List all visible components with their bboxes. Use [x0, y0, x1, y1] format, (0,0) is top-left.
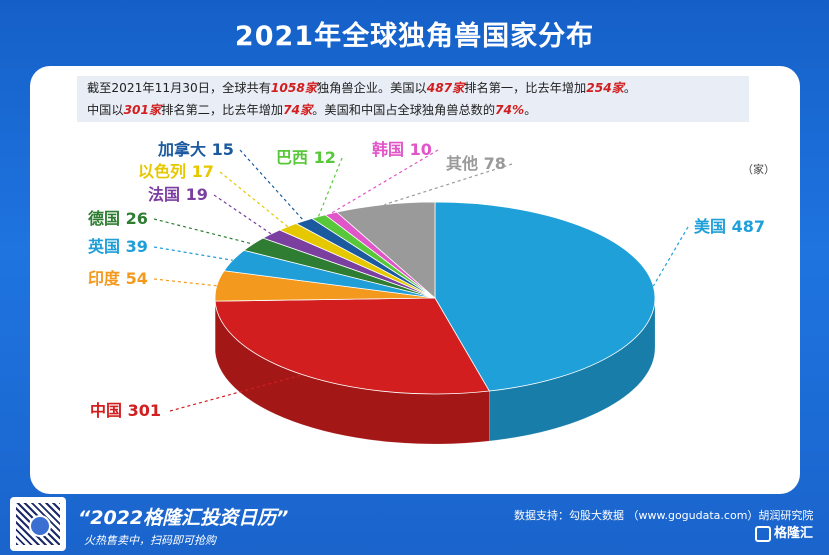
qr-code[interactable]	[10, 497, 66, 551]
leader-line-加拿大	[239, 149, 305, 222]
slice-label-巴西: 巴西 12	[276, 148, 336, 167]
leader-line-美国	[652, 226, 689, 287]
note-text: 截至2021年11月30日，全球共有	[87, 81, 271, 95]
slice-label-法国: 法国 19	[148, 185, 208, 204]
pie-slice-美国	[434, 201, 656, 392]
unit-label: （家）	[742, 163, 775, 176]
slice-label-英国: 英国 39	[87, 237, 148, 256]
brand-logo-text: 格隆汇	[774, 526, 814, 541]
slice-label-中国: 中国 301	[90, 401, 161, 420]
leader-line-巴西	[317, 157, 343, 217]
page-title: 2021年全球独角兽国家分布	[234, 21, 595, 52]
leader-line-法国	[213, 194, 272, 235]
brand-logo-icon	[755, 525, 771, 542]
note-highlight: 74%	[495, 103, 525, 117]
leader-line-中国	[169, 374, 304, 412]
note-highlight: 301家	[123, 103, 162, 117]
note-text: 排名第一，比去年增加	[464, 81, 587, 95]
brand-logo: 格隆汇	[755, 522, 813, 542]
slice-label-韩国: 韩国 10	[372, 140, 432, 159]
pie-slice-中国	[214, 297, 490, 395]
data-source: 数据支持：勾股大数据 （www.gogudata.com）胡润研究院	[514, 509, 814, 522]
leader-line-以色列	[219, 171, 289, 228]
note-highlight: 74家	[283, 103, 313, 117]
qr-logo-icon	[29, 515, 51, 537]
note-line-2: 中国以301家排名第二，比去年增加74家。美国和中国占全球独角兽总数的74%。	[87, 99, 739, 121]
summary-note: 截至2021年11月30日，全球共有1058家独角兽企业。美国以487家排名第一…	[77, 76, 749, 122]
note-text: 。	[623, 81, 637, 95]
note-highlight: 487家	[426, 81, 465, 95]
note-highlight: 1058家	[270, 81, 318, 95]
chart-panel: 截至2021年11月30日，全球共有1058家独角兽企业。美国以487家排名第一…	[30, 66, 800, 494]
slice-label-德国: 德国 26	[88, 209, 148, 228]
slice-label-其他: 其他 78	[446, 154, 506, 173]
note-text: 。美国和中国占全球独角兽总数的	[312, 103, 496, 117]
note-text: 排名第二，比去年增加	[161, 103, 284, 117]
leader-line-印度	[153, 278, 217, 287]
leader-line-韩国	[330, 149, 439, 214]
note-text: 。	[524, 103, 537, 117]
note-text: 中国以	[87, 103, 124, 117]
note-text: 独角兽企业。美国以	[317, 81, 427, 95]
leader-line-其他	[384, 163, 513, 206]
footer-title: “2022格隆汇投资日历”	[78, 507, 289, 529]
note-highlight: 254家	[586, 81, 624, 95]
slice-label-美国: 美国 487	[694, 217, 765, 236]
slice-label-加拿大: 加拿大 15	[157, 140, 234, 159]
footer-subtitle: 火热售卖中，扫码即可抢购	[84, 534, 216, 547]
leader-line-德国	[153, 218, 254, 245]
note-line-1: 截至2021年11月30日，全球共有1058家独角兽企业。美国以487家排名第一…	[87, 77, 739, 99]
leader-line-英国	[153, 246, 233, 261]
slice-label-以色列: 以色列 17	[138, 162, 214, 181]
slice-label-印度: 印度 54	[88, 269, 148, 288]
